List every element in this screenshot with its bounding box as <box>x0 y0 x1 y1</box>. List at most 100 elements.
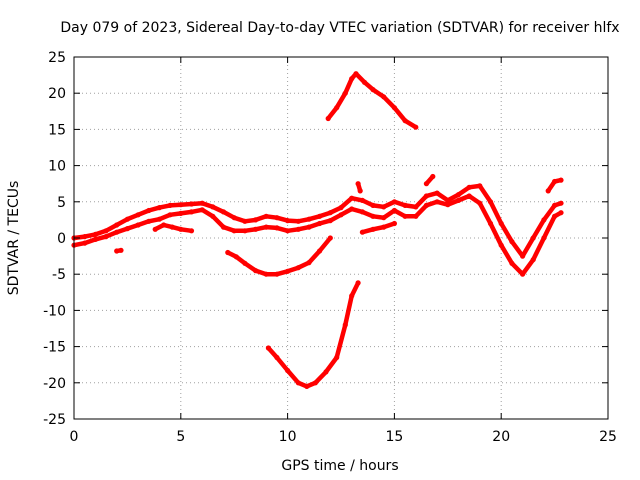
data-point <box>242 228 248 234</box>
data-point <box>552 213 558 219</box>
data-point <box>487 220 494 227</box>
data-point <box>92 236 98 242</box>
data-point <box>317 248 323 254</box>
data-point <box>265 345 271 351</box>
data-point <box>306 216 312 222</box>
data-point <box>285 268 291 274</box>
data-point <box>325 115 331 122</box>
data-point <box>423 193 429 199</box>
y-tick-label: -5 <box>52 267 66 283</box>
data-point <box>509 239 515 245</box>
data-point <box>477 200 483 206</box>
data-point <box>381 94 387 100</box>
data-point <box>391 220 397 227</box>
data-point <box>381 215 387 221</box>
data-point <box>391 105 397 111</box>
data-point <box>391 199 397 205</box>
data-point <box>402 213 408 219</box>
x-axis-title: GPS time / hours <box>281 458 398 474</box>
data-point <box>210 204 216 210</box>
data-point <box>169 224 175 230</box>
data-point <box>402 202 408 208</box>
data-point <box>295 265 301 271</box>
data-point <box>455 192 462 198</box>
data-point <box>349 76 355 82</box>
data-point <box>530 235 536 241</box>
data-point <box>552 178 558 185</box>
data-point <box>423 202 429 208</box>
y-axis-ticks: -25 -20 -15 -10 -5 0 5 10 15 20 25 <box>43 50 608 428</box>
data-point <box>306 224 312 230</box>
data-point <box>498 220 504 227</box>
data-point <box>274 225 280 231</box>
data-point <box>242 260 248 266</box>
data-point <box>455 197 462 203</box>
data-point <box>413 124 419 130</box>
data-point <box>199 200 205 206</box>
y-tick-label: 10 <box>48 159 66 175</box>
data-point <box>334 354 340 361</box>
data-point <box>274 354 280 361</box>
data-point <box>253 268 259 274</box>
data-point <box>82 234 88 240</box>
data-point <box>233 254 239 260</box>
data-point <box>434 190 440 196</box>
data-point <box>188 209 195 215</box>
data-point <box>552 202 558 208</box>
data-point <box>124 226 130 232</box>
data-point <box>355 280 361 286</box>
data-point <box>167 212 173 218</box>
data-point <box>295 380 301 386</box>
data-point <box>520 271 526 277</box>
data-point <box>167 202 173 208</box>
data-point <box>242 218 248 224</box>
data-point <box>274 271 280 277</box>
data-point <box>304 383 310 389</box>
data-point <box>381 204 387 210</box>
series-arc-upper <box>325 71 419 130</box>
data-point <box>545 188 551 194</box>
y-axis-title: SDTVAR / TECUs <box>6 181 22 296</box>
data-point <box>274 215 280 221</box>
data-point <box>509 260 515 266</box>
data-point <box>370 87 376 93</box>
data-point <box>349 195 355 201</box>
y-tick-label: -10 <box>43 303 66 319</box>
data-point <box>285 218 291 224</box>
data-point <box>306 260 312 266</box>
data-point <box>146 207 152 214</box>
series-arc-lower-short <box>225 235 333 277</box>
data-point <box>253 217 259 223</box>
data-point <box>413 204 419 210</box>
series-side-segment-c <box>360 221 397 235</box>
y-tick-label: 25 <box>48 50 66 66</box>
data-point <box>188 201 195 207</box>
data-point <box>253 226 259 232</box>
series-group <box>71 71 564 389</box>
data-point <box>327 218 333 224</box>
data-point <box>530 257 536 263</box>
data-point <box>231 215 237 221</box>
data-point <box>520 253 526 259</box>
data-point <box>342 90 348 96</box>
data-point <box>231 228 237 234</box>
x-tick-label: 10 <box>279 429 297 445</box>
data-point <box>541 217 547 223</box>
data-point <box>466 193 472 199</box>
series-arc-lower-deep <box>266 280 361 389</box>
data-point <box>413 213 419 219</box>
data-point <box>124 216 130 222</box>
data-point <box>430 173 436 180</box>
data-point <box>370 213 376 219</box>
data-point <box>423 181 429 187</box>
x-tick-label: 0 <box>70 429 79 445</box>
data-point <box>445 197 451 203</box>
data-point <box>178 226 184 232</box>
data-point <box>445 202 451 208</box>
data-point <box>359 209 365 215</box>
x-axis-ticks: 0 5 10 15 20 25 <box>70 57 617 445</box>
data-point <box>541 235 547 241</box>
y-tick-label: 20 <box>48 86 66 102</box>
x-tick-label: 25 <box>599 429 617 445</box>
data-point <box>338 212 344 218</box>
